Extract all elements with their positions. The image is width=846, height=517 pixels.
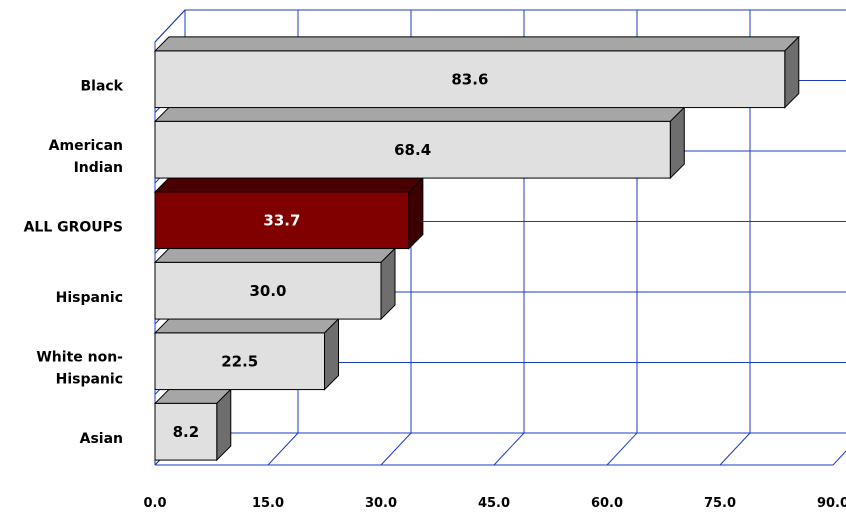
data-label: 68.4 bbox=[394, 141, 431, 159]
bar-1: 68.4 bbox=[153, 106, 686, 180]
x-tick-label: 30.0 bbox=[365, 496, 397, 511]
category-label-line: White non- bbox=[36, 349, 123, 365]
floor-gridline bbox=[719, 432, 751, 466]
floor-gridline bbox=[380, 432, 412, 466]
bar-0: 83.6 bbox=[153, 35, 800, 109]
category-label: ALL GROUPS bbox=[24, 219, 123, 235]
bar-face bbox=[154, 120, 671, 179]
floor-gridline bbox=[493, 432, 525, 466]
category-label: Asian bbox=[80, 431, 123, 447]
category-label-line: Asian bbox=[80, 431, 123, 447]
category-label-line: Hispanic bbox=[56, 371, 123, 387]
x-tick-label: 90.0 bbox=[817, 496, 846, 511]
data-label: 33.7 bbox=[263, 211, 300, 229]
bars-layer: 8.2 22.5 30.0 33.7 68.4 83.6 bbox=[153, 35, 800, 462]
bar-top bbox=[153, 247, 397, 263]
x-tick-label: 75.0 bbox=[704, 496, 736, 511]
category-label-line: American bbox=[49, 138, 123, 154]
bar-3: 30.0 bbox=[153, 247, 397, 321]
category-label: White non- Hispanic bbox=[36, 349, 123, 387]
bar-face bbox=[154, 261, 382, 320]
category-label: Hispanic bbox=[56, 290, 123, 306]
x-tick-label: 45.0 bbox=[478, 496, 510, 511]
category-label-line: Black bbox=[80, 78, 123, 94]
x-tick-label: 60.0 bbox=[591, 496, 623, 511]
floor-gridline bbox=[832, 450, 846, 466]
bar-top bbox=[153, 106, 686, 122]
bar-top bbox=[153, 318, 340, 334]
data-label: 83.6 bbox=[451, 70, 488, 88]
bar-face bbox=[154, 50, 786, 109]
category-label: American Indian bbox=[49, 138, 123, 176]
category-label: Black bbox=[80, 78, 123, 94]
data-label: 30.0 bbox=[249, 282, 286, 300]
category-label-line: ALL GROUPS bbox=[24, 219, 123, 235]
bar-4: 22.5 bbox=[153, 317, 340, 391]
left-wall-gridline bbox=[154, 9, 186, 43]
bar-2: 33.7 bbox=[153, 176, 425, 250]
floor-gridline bbox=[267, 432, 299, 466]
bar-top bbox=[153, 177, 425, 193]
bar-face bbox=[154, 191, 410, 250]
data-label: 22.5 bbox=[221, 352, 258, 370]
data-label: 8.2 bbox=[173, 423, 200, 441]
bar-face bbox=[154, 332, 325, 391]
bar-5: 8.2 bbox=[153, 388, 232, 462]
category-label-line: Indian bbox=[74, 160, 123, 176]
bar-top bbox=[153, 36, 800, 52]
category-label-line: Hispanic bbox=[56, 290, 123, 306]
bar-face bbox=[154, 402, 218, 461]
x-tick-label: 15.0 bbox=[252, 496, 284, 511]
floor-gridline bbox=[606, 432, 638, 466]
x-tick-label: 0.0 bbox=[143, 496, 166, 511]
